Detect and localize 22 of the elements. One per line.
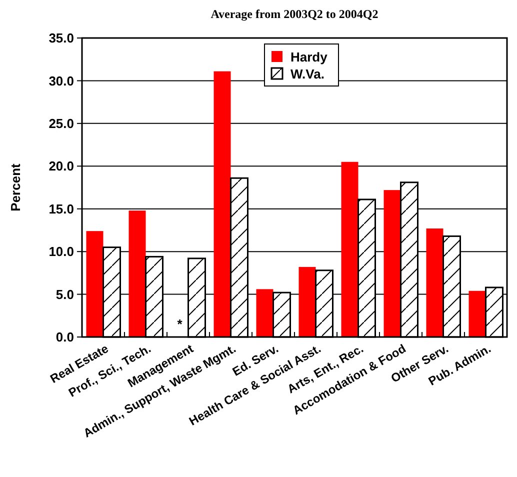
bar	[256, 289, 274, 337]
bar	[384, 190, 401, 337]
y-tick-label: 25.0	[48, 116, 74, 131]
y-tick-label: 0.0	[56, 330, 74, 345]
chart-title: Average from 2003Q2 to 2004Q2	[210, 7, 378, 21]
bar	[298, 266, 316, 337]
y-tick-label: 35.0	[48, 30, 74, 46]
bar	[86, 231, 104, 337]
bar	[214, 71, 231, 337]
y-tick-label: 30.0	[48, 73, 74, 88]
y-axis-title: Percent	[8, 162, 23, 212]
bar	[341, 162, 358, 337]
y-tick-label: 10.0	[48, 244, 74, 260]
bar	[426, 228, 444, 337]
y-tick-label: 20.0	[48, 158, 74, 174]
annotation: *	[177, 316, 184, 332]
y-tick-label: 15.0	[48, 201, 74, 216]
y-tick-label: 5.0	[56, 286, 74, 302]
bar	[128, 210, 146, 337]
legend-label: W.Va.	[290, 66, 324, 82]
legend-label: Hardy	[290, 50, 328, 65]
bar	[468, 290, 486, 337]
